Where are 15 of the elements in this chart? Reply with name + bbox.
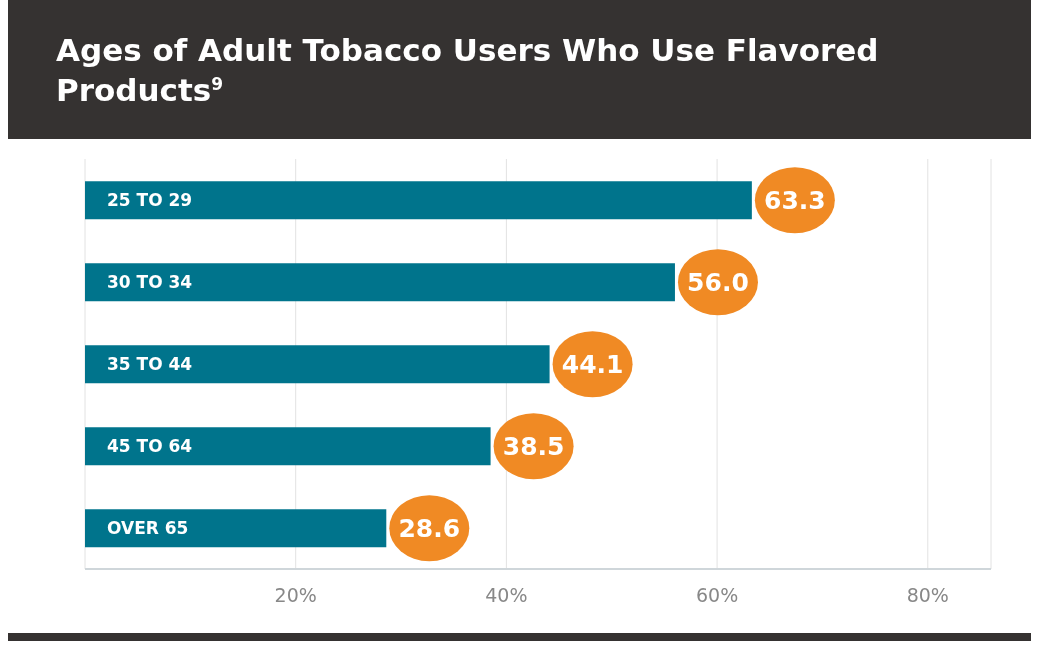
data-label: 63.3 [764, 185, 826, 215]
y-tick-label: OVER 65 [107, 517, 189, 538]
x-tick-label: 60% [695, 584, 739, 607]
y-tick-label: 45 TO 64 [107, 435, 193, 456]
data-label: 28.6 [398, 513, 461, 543]
y-tick-label: 35 TO 44 [107, 353, 193, 374]
x-tick-label: 80% [906, 584, 949, 607]
data-label: 38.5 [502, 431, 565, 461]
x-tick-label: 20% [274, 584, 317, 607]
y-tick-label: 30 TO 34 [107, 271, 193, 292]
data-label: 56.0 [687, 267, 749, 297]
x-tick-label: 40% [485, 584, 528, 607]
chart-title: Ages of Adult Tobacco Users Who Use Flavored Products$^{9}$ [56, 32, 879, 109]
y-tick-label: 25 TO 29 [107, 189, 193, 210]
data-label: 44.1 [561, 349, 624, 379]
